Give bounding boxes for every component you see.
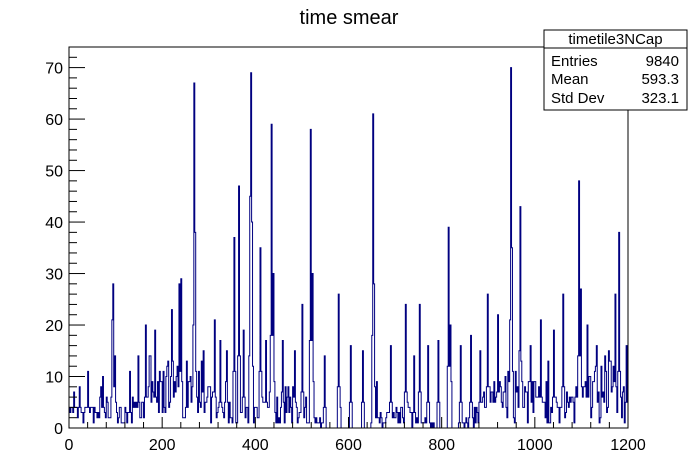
y-tick-label: 20	[45, 318, 63, 335]
x-axis: 0 200 400 600 800 1000 1200	[65, 417, 646, 454]
x-tick-label: 400	[242, 437, 269, 454]
y-tick-label: 10	[45, 370, 63, 387]
stats-box: timetile3NCap Entries 9840 Mean 593.3 St…	[543, 29, 688, 111]
stats-mean-value: 593.3	[641, 71, 679, 88]
x-tick-label: 1200	[610, 437, 646, 454]
x-tick-label: 200	[149, 437, 176, 454]
x-tick-label: 800	[428, 437, 455, 454]
x-tick-label: 1000	[517, 437, 553, 454]
stats-stddev-value: 323.1	[641, 90, 679, 107]
y-tick-label: 30	[45, 267, 63, 284]
y-tick-label: 40	[45, 215, 63, 232]
y-tick-label: 0	[54, 421, 63, 438]
stats-stddev-label: Std Dev	[551, 90, 605, 107]
y-axis: 0 10 20 30 40 50 60 70	[45, 46, 85, 438]
histogram-series	[68, 67, 629, 429]
stats-entries-value: 9840	[646, 53, 679, 70]
histogram-line	[68, 67, 629, 429]
y-tick-label: 60	[45, 112, 63, 129]
stats-box-title: timetile3NCap	[568, 31, 662, 48]
stats-box-frame	[543, 29, 688, 111]
chart-title: time smear	[300, 7, 399, 29]
stats-entries-label: Entries	[551, 53, 598, 70]
y-tick-label: 70	[45, 61, 63, 78]
x-tick-label: 0	[65, 437, 74, 454]
stats-mean-label: Mean	[551, 71, 589, 88]
x-tick-label: 600	[335, 437, 362, 454]
y-tick-label: 50	[45, 164, 63, 181]
